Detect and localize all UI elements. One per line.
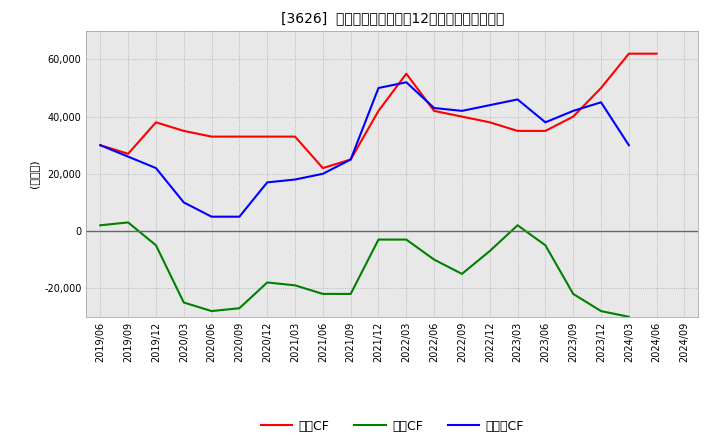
営業CF (374, 108, 383, 114)
営業CF (652, 51, 661, 56)
投資CF (458, 271, 467, 276)
投資CF (96, 223, 104, 228)
フリーCF (96, 143, 104, 148)
営業CF (541, 128, 550, 133)
フリーCF (624, 143, 633, 148)
フリーCF (346, 157, 355, 162)
投資CF (207, 308, 216, 314)
投資CF (235, 305, 243, 311)
投資CF (402, 237, 410, 242)
Line: 営業CF: 営業CF (100, 54, 657, 168)
フリーCF (124, 154, 132, 159)
フリーCF (458, 108, 467, 114)
投資CF (485, 248, 494, 253)
営業CF (346, 157, 355, 162)
投資CF (430, 257, 438, 262)
フリーCF (235, 214, 243, 219)
営業CF (96, 143, 104, 148)
投資CF (318, 291, 327, 297)
投資CF (291, 282, 300, 288)
フリーCF (207, 214, 216, 219)
フリーCF (291, 177, 300, 182)
営業CF (485, 120, 494, 125)
営業CF (179, 128, 188, 133)
フリーCF (152, 165, 161, 171)
投資CF (179, 300, 188, 305)
営業CF (597, 85, 606, 91)
Line: フリーCF: フリーCF (100, 82, 629, 216)
投資CF (263, 280, 271, 285)
営業CF (458, 114, 467, 119)
フリーCF (402, 80, 410, 85)
営業CF (318, 165, 327, 171)
フリーCF (179, 200, 188, 205)
営業CF (263, 134, 271, 139)
投資CF (569, 291, 577, 297)
フリーCF (597, 99, 606, 105)
営業CF (569, 114, 577, 119)
Y-axis label: (百万円): (百万円) (29, 159, 39, 188)
投資CF (152, 242, 161, 248)
Title: [3626]  キャッシュフローの12か月移動合計の推移: [3626] キャッシュフローの12か月移動合計の推移 (281, 11, 504, 26)
投資CF (541, 242, 550, 248)
フリーCF (318, 171, 327, 176)
投資CF (124, 220, 132, 225)
フリーCF (569, 108, 577, 114)
フリーCF (485, 103, 494, 108)
営業CF (235, 134, 243, 139)
投資CF (597, 308, 606, 314)
フリーCF (541, 120, 550, 125)
投資CF (374, 237, 383, 242)
営業CF (402, 71, 410, 76)
営業CF (152, 120, 161, 125)
営業CF (430, 108, 438, 114)
Line: 投資CF: 投資CF (100, 222, 629, 317)
フリーCF (374, 85, 383, 91)
営業CF (124, 151, 132, 156)
営業CF (513, 128, 522, 133)
Legend: 営業CF, 投資CF, フリーCF: 営業CF, 投資CF, フリーCF (256, 414, 528, 437)
フリーCF (513, 97, 522, 102)
フリーCF (430, 105, 438, 110)
投資CF (346, 291, 355, 297)
営業CF (291, 134, 300, 139)
営業CF (624, 51, 633, 56)
営業CF (207, 134, 216, 139)
投資CF (513, 223, 522, 228)
フリーCF (263, 180, 271, 185)
投資CF (624, 314, 633, 319)
